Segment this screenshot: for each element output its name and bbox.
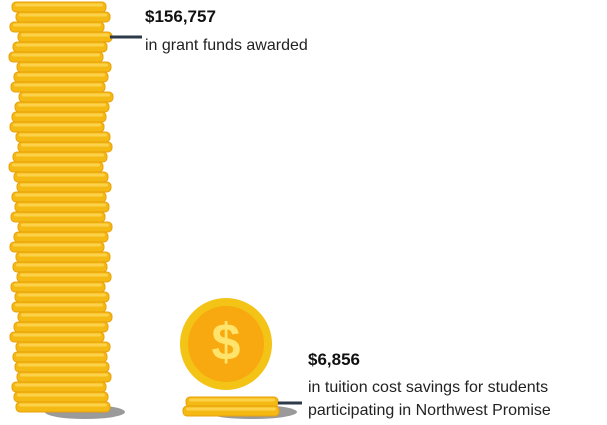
coin-highlight <box>19 133 107 137</box>
coin-highlight <box>21 313 109 317</box>
coin-highlight <box>14 83 102 87</box>
coin-highlight <box>19 253 107 257</box>
coin-highlight <box>14 213 102 217</box>
coin-highlight <box>15 193 103 197</box>
coin-highlight <box>18 103 106 107</box>
description: in tuition cost savings for students <box>308 379 548 396</box>
coin-highlight <box>13 123 101 127</box>
coin-highlight <box>186 407 276 411</box>
coin-highlight <box>17 323 105 327</box>
tall-coin-stack <box>8 1 114 413</box>
amount: $156,757 <box>145 7 216 26</box>
coin-highlight <box>12 163 100 167</box>
coin-highlight <box>19 13 107 17</box>
coin-highlight <box>21 143 109 147</box>
coin-highlight <box>22 93 110 97</box>
coin-symbol: $ <box>212 314 241 372</box>
coin-highlight <box>16 263 104 267</box>
coin-highlight <box>17 173 105 177</box>
coin-highlight <box>21 33 109 37</box>
coin-highlight <box>17 233 105 237</box>
coin-highlight <box>15 3 103 7</box>
coin-highlight <box>18 363 106 367</box>
coin-highlight <box>12 53 100 57</box>
description: participating in Northwest Promise <box>308 402 551 419</box>
coin-highlight <box>14 283 102 287</box>
description: in grant funds awarded <box>145 37 308 54</box>
coin-highlight <box>21 223 109 227</box>
amount: $6,856 <box>308 350 360 369</box>
coin-highlight <box>19 343 107 347</box>
coin-highlight <box>17 393 105 397</box>
coin-face <box>188 306 264 382</box>
coin-highlight <box>19 403 107 407</box>
coin-highlight <box>189 398 275 402</box>
coin-highlight <box>13 23 101 27</box>
coin-highlight <box>16 153 104 157</box>
coin-highlight <box>13 333 101 337</box>
coin-highlight <box>15 113 103 117</box>
coin-highlight <box>20 373 108 377</box>
coin-highlight <box>20 63 108 67</box>
coin-highlight <box>17 73 105 77</box>
coin-highlight <box>13 243 101 247</box>
coin-highlight <box>18 203 106 207</box>
coin-highlight <box>18 293 106 297</box>
coin-highlight <box>16 43 104 47</box>
short-coin-stack <box>182 396 280 417</box>
big-coin: $ <box>180 298 272 390</box>
coin-highlight <box>15 383 103 387</box>
coin-highlight <box>20 183 108 187</box>
coin-highlight <box>15 303 103 307</box>
coin-highlight <box>16 353 104 357</box>
coin-highlight <box>20 273 108 277</box>
